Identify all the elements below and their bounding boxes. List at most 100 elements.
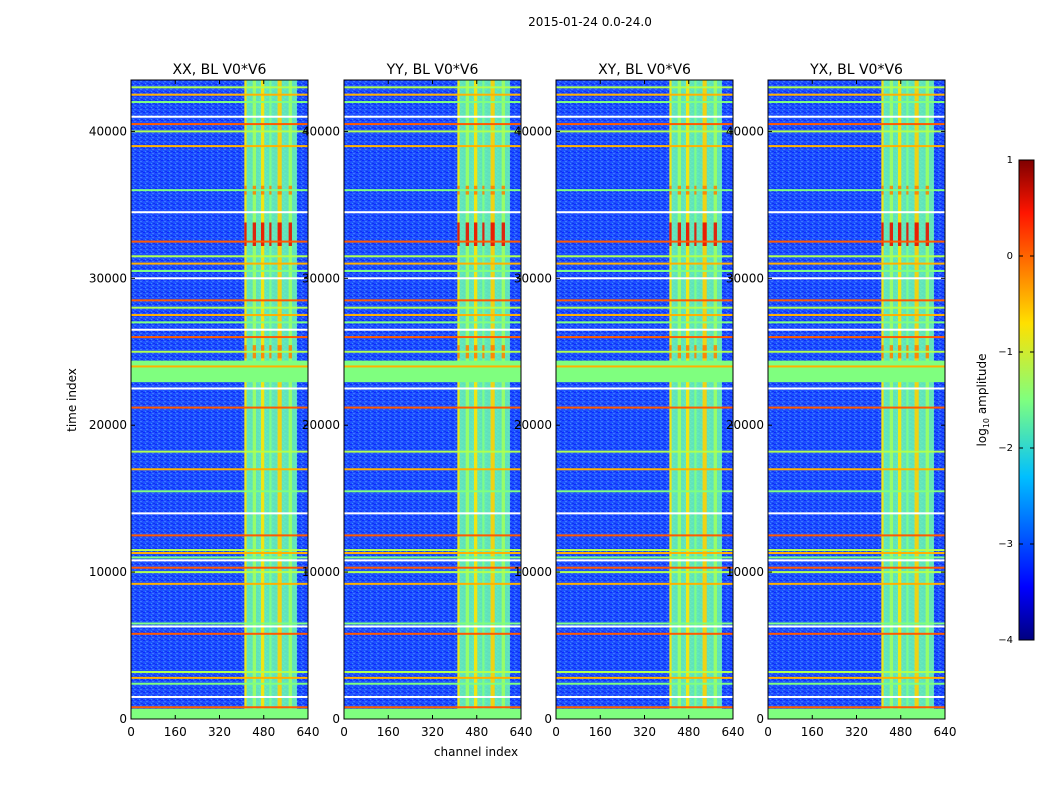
flagged-time-row [556, 556, 733, 559]
flagged-time-row [768, 625, 945, 628]
x-tick-label: 160 [164, 725, 187, 739]
y-tick-label: 30000 [726, 271, 764, 285]
bright-channel-stripe [906, 80, 909, 719]
x-tick-label: 640 [722, 725, 745, 739]
flagged-time-row [556, 269, 733, 272]
flagged-time-row [344, 670, 521, 673]
flagged-time-row [556, 306, 733, 309]
flagged-time-band [131, 708, 308, 719]
bright-channel-stripe [501, 80, 505, 719]
flagged-time-row [768, 269, 945, 272]
flagged-time-row [768, 336, 945, 339]
hot-spot [252, 222, 257, 246]
y-tick-label: 40000 [514, 124, 552, 138]
colorbar: −4 −3 −2 −1 0 1 log10 amplitude [975, 155, 1035, 646]
flagged-time-row [768, 299, 945, 302]
hot-spot [244, 222, 247, 246]
flagged-time-row [768, 676, 945, 679]
panel-2: YY, BL V0*V6 0 160 320 480 640 0 10000 20000 3000… [302, 62, 533, 739]
flagged-time-row [344, 101, 521, 104]
flagged-time-row [344, 145, 521, 148]
flagged-time-row [344, 625, 521, 628]
flagged-time-row [131, 380, 308, 383]
flagged-time-row [556, 336, 733, 339]
x-tick-label: 160 [377, 725, 400, 739]
hot-spot [713, 222, 717, 246]
flagged-time-row [768, 211, 945, 214]
flagged-time-row [131, 189, 308, 192]
flagged-time-row [131, 101, 308, 104]
flagged-time-row [556, 490, 733, 493]
flagged-time-band [344, 360, 521, 382]
flagged-time-row [768, 582, 945, 585]
flagged-time-row [556, 468, 733, 471]
flagged-time-band [344, 708, 521, 719]
flagged-time-row [344, 306, 521, 309]
flagged-time-row [556, 328, 733, 331]
flagged-time-row [131, 145, 308, 148]
flagged-time-row [556, 549, 733, 552]
flagged-time-row [344, 490, 521, 493]
hot-spot [677, 222, 682, 246]
flagged-time-row [768, 314, 945, 317]
colorbar-tick-label: 1 [1007, 155, 1013, 166]
flagged-time-row [768, 571, 945, 574]
bright-channel-stripe [457, 80, 460, 719]
y-tick-label: 40000 [89, 124, 127, 138]
flagged-time-row [556, 380, 733, 383]
flagged-time-row [344, 406, 521, 409]
bright-channel-stripe [288, 80, 292, 719]
flagged-time-row [131, 534, 308, 537]
flagged-time-row [768, 101, 945, 104]
flagged-time-row [131, 406, 308, 409]
flagged-time-row [768, 255, 945, 258]
bright-channel-stripe [897, 80, 902, 719]
flagged-time-row [768, 277, 945, 280]
x-axis-label: channel index [434, 745, 518, 759]
flagged-time-row [344, 130, 521, 133]
bright-channel-stripe [881, 80, 884, 719]
hot-spot [457, 222, 460, 246]
y-tick-label: 20000 [89, 418, 127, 432]
bright-channel-stripe [685, 80, 690, 719]
y-tick-label: 40000 [726, 124, 764, 138]
flagged-time-row [344, 86, 521, 89]
bright-channel-stripe [925, 80, 929, 719]
flagged-time-row [556, 706, 733, 709]
flagged-time-row [556, 255, 733, 258]
flagged-time-row [556, 534, 733, 537]
bright-channel-stripe [482, 80, 485, 719]
panel-title: YY, BL V0*V6 [386, 62, 479, 78]
hot-spot [269, 222, 272, 246]
y-tick-label: 10000 [302, 565, 340, 579]
flagged-time-row [556, 450, 733, 453]
y-tick-label: 0 [332, 712, 340, 726]
flagged-time-row [556, 299, 733, 302]
bright-channel-stripe [473, 80, 478, 719]
flagged-time-row [768, 240, 945, 243]
flagged-time-row [344, 387, 521, 390]
x-tick-label: 640 [934, 725, 957, 739]
flagged-time-row [131, 123, 308, 126]
hot-spot [277, 222, 282, 246]
flagged-time-row [556, 622, 733, 625]
flagged-time-row [344, 571, 521, 574]
flagged-time-row [556, 115, 733, 118]
flagged-time-row [131, 706, 308, 709]
flagged-time-row [131, 86, 308, 89]
flagged-time-row [344, 450, 521, 453]
flagged-time-row [131, 549, 308, 552]
flagged-time-row [344, 269, 521, 272]
bright-channel-stripe [465, 80, 470, 719]
flagged-time-row [131, 306, 308, 309]
flagged-time-row [131, 115, 308, 118]
flagged-time-row [768, 328, 945, 331]
flagged-time-row [556, 123, 733, 126]
flagged-time-row [344, 299, 521, 302]
flagged-time-row [768, 450, 945, 453]
flagged-time-row [556, 682, 733, 685]
flagged-time-row [344, 314, 521, 317]
flagged-time-row [768, 556, 945, 559]
panel-title: YX, BL V0*V6 [809, 62, 903, 78]
flagged-time-row [556, 625, 733, 628]
